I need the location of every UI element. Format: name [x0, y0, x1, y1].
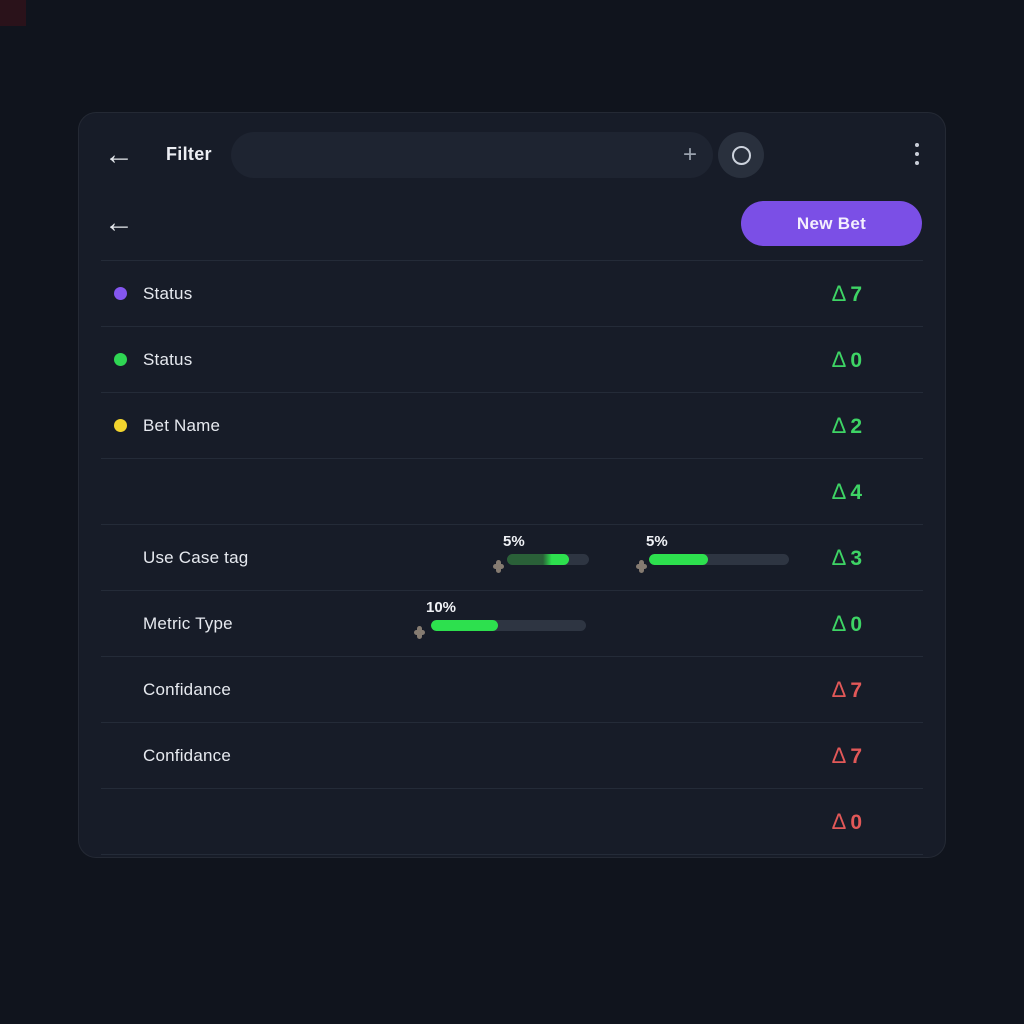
filter-search[interactable]: +	[231, 132, 713, 178]
more-options-icon[interactable]	[911, 143, 923, 173]
delta-icon: Δ	[831, 742, 848, 768]
delta-icon: Δ	[831, 610, 848, 636]
slider-handle-icon[interactable]	[636, 560, 647, 573]
delta-value: 0	[850, 612, 863, 636]
row-left: Status	[101, 284, 192, 304]
back-icon[interactable]: ←	[104, 138, 134, 171]
delta-value: 3	[850, 546, 863, 570]
status-dot	[114, 419, 127, 432]
slider-track[interactable]	[649, 554, 789, 565]
slider-handle-icon[interactable]	[414, 626, 425, 639]
row-label: Confidance	[143, 745, 232, 765]
add-filter-icon[interactable]: +	[682, 141, 697, 168]
delta-value: 0	[850, 810, 863, 834]
delta-icon: Δ	[831, 808, 848, 834]
slider-value: 5%	[646, 533, 668, 550]
refresh-button[interactable]	[718, 132, 764, 178]
kebab-dot	[915, 143, 919, 147]
row-left: Use Case tag	[101, 548, 248, 568]
circle-icon	[731, 145, 751, 165]
slider-track[interactable]	[431, 620, 586, 631]
filter-label: Filter	[166, 144, 212, 164]
row-left: Status	[101, 350, 192, 370]
delta-icon: Δ	[831, 478, 848, 504]
row-label: Status	[143, 349, 193, 369]
delta-value: 2	[850, 414, 863, 438]
row-label: Metric Type	[143, 613, 233, 633]
top-bar: ← Filter +	[79, 113, 945, 197]
row-label: Bet Name	[143, 415, 221, 435]
row-left: Bet Name	[101, 416, 220, 436]
slider-handle-icon[interactable]	[493, 560, 504, 573]
new-bet-button[interactable]: New Bet	[741, 201, 922, 246]
row-label: Status	[143, 283, 193, 303]
delta-value: 0	[850, 348, 863, 372]
row-label: Use Case tag	[143, 547, 249, 567]
corner-artifact	[0, 0, 26, 26]
row-label: Confidance	[143, 679, 232, 699]
delta-value: 7	[850, 282, 863, 306]
delta-icon: Δ	[831, 412, 848, 438]
row-left: Metric Type	[101, 614, 233, 634]
sub-bar: ← New Bet	[79, 197, 945, 260]
slider-track[interactable]	[507, 554, 589, 565]
back-icon-secondary[interactable]: ←	[104, 206, 134, 239]
slider-fill	[649, 554, 708, 565]
slider-fill	[431, 620, 498, 631]
row-left: Confidance	[101, 680, 231, 700]
delta-icon: Δ	[831, 280, 848, 306]
slider-fill	[507, 554, 569, 565]
status-dot	[114, 287, 127, 300]
filter-search-input[interactable]	[231, 132, 673, 178]
slider-value: 10%	[426, 599, 457, 616]
delta-icon: Δ	[831, 346, 848, 372]
status-dot	[114, 353, 127, 366]
row-left: Confidance	[101, 746, 231, 766]
delta-value: 4	[850, 480, 863, 504]
delta-value: 7	[850, 678, 863, 702]
slider-value: 5%	[503, 533, 525, 550]
delta-icon: Δ	[831, 676, 848, 702]
delta-value: 7	[850, 744, 863, 768]
delta-icon: Δ	[831, 544, 848, 570]
